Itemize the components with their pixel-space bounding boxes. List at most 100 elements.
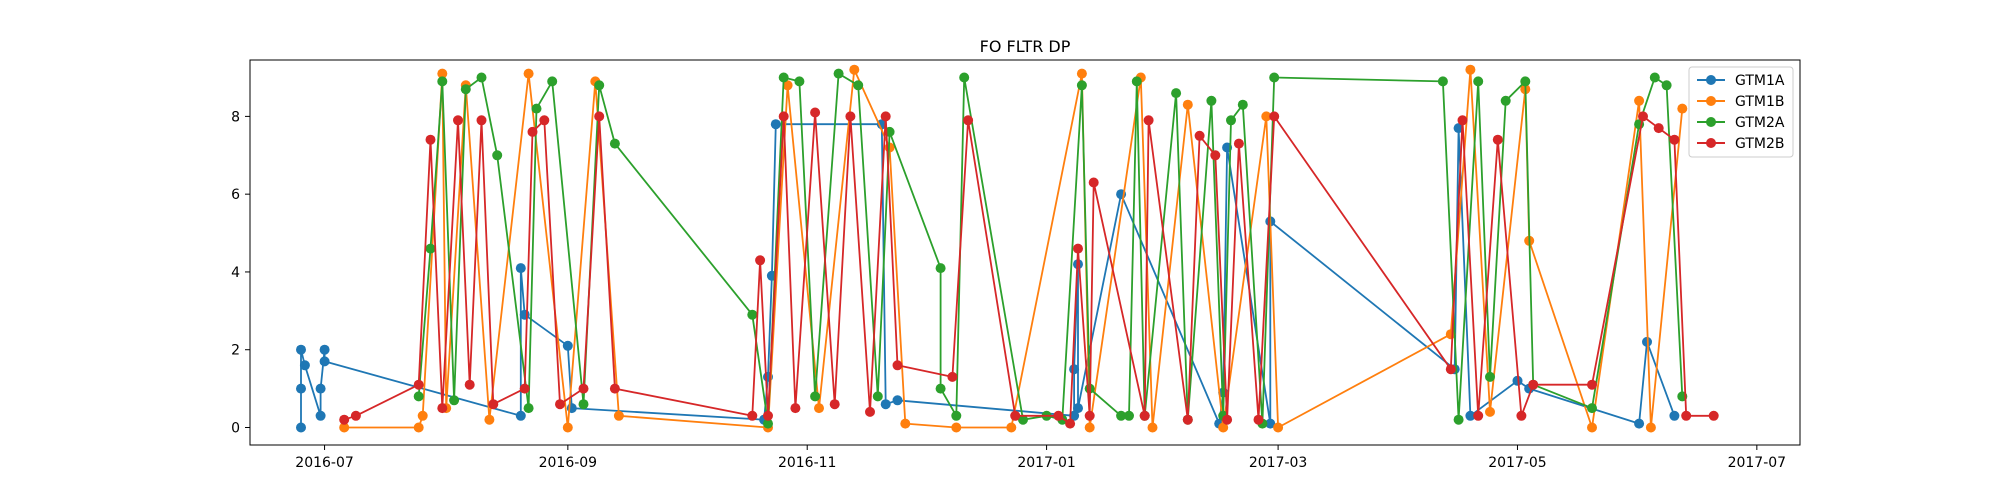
series-gtm2a (413, 68, 1688, 429)
data-point (413, 391, 424, 402)
data-point (1273, 422, 1284, 433)
data-point (880, 111, 891, 122)
data-point (319, 356, 330, 367)
data-point (1233, 138, 1244, 149)
data-point (763, 410, 773, 421)
legend-marker-swatch (1706, 138, 1716, 148)
data-point (1645, 422, 1656, 433)
data-point (1194, 130, 1205, 141)
data-point (531, 103, 542, 114)
data-point (1587, 379, 1597, 390)
data-point (1069, 410, 1080, 421)
data-point (1587, 403, 1597, 414)
data-point (1465, 64, 1476, 75)
data-point (437, 68, 448, 79)
data-point (1457, 115, 1468, 126)
data-point (1669, 134, 1680, 145)
data-point (1500, 95, 1511, 106)
data-point (1520, 76, 1531, 87)
data-point (1226, 115, 1236, 126)
y-tick-label: 4 (231, 265, 240, 281)
data-point (1516, 410, 1527, 421)
data-point (1269, 111, 1280, 122)
data-point (1076, 68, 1087, 79)
data-point (1261, 111, 1272, 122)
y-tick-label: 0 (231, 421, 240, 437)
data-point (1473, 410, 1484, 421)
data-point (810, 391, 821, 402)
data-point (1661, 80, 1672, 91)
data-point (1124, 410, 1134, 421)
data-point (319, 344, 330, 355)
legend-marker-swatch (1706, 75, 1716, 85)
data-point (594, 111, 605, 122)
data-point (449, 395, 460, 406)
data-point (476, 115, 487, 126)
legend-box (1688, 66, 1794, 158)
data-point (1649, 72, 1660, 83)
data-point (413, 422, 424, 433)
data-point (1708, 410, 1719, 421)
data-point (515, 410, 526, 421)
data-point (959, 72, 970, 83)
data-point (519, 383, 530, 394)
data-point (1084, 422, 1095, 433)
data-point (849, 64, 860, 75)
series-gtm1b (339, 64, 1688, 433)
data-point (1182, 99, 1193, 110)
data-point (488, 399, 499, 410)
legend-item: GTM2A (1697, 115, 1785, 131)
data-point (845, 111, 856, 122)
data-point (1116, 410, 1127, 421)
legend-label: GTM1B (1735, 94, 1785, 110)
data-point (782, 80, 793, 91)
x-tick-label: 2017-03 (1249, 455, 1308, 471)
data-point (1147, 422, 1158, 433)
series-layer (296, 64, 1719, 433)
data-point (437, 403, 448, 414)
data-point (350, 410, 361, 421)
data-point (829, 399, 840, 410)
data-point (1006, 422, 1017, 433)
data-point (1453, 123, 1464, 134)
x-tick-label: 2016-11 (778, 455, 837, 471)
y-tick-label: 2 (231, 343, 240, 359)
data-point (562, 340, 573, 351)
data-point (810, 107, 821, 118)
data-point (872, 391, 883, 402)
data-point (339, 414, 350, 425)
data-point (315, 410, 326, 421)
data-point (523, 403, 534, 414)
y-axis: 0 2 4 6 8 (231, 109, 250, 437)
data-point (892, 360, 903, 371)
legend: GTM1A GTM1B GTM2A GTM2B (1688, 66, 1794, 158)
data-point (464, 379, 475, 390)
data-point (555, 399, 565, 410)
data-point (1073, 243, 1083, 254)
data-point (1638, 111, 1648, 122)
legend-item: GTM1A (1697, 73, 1785, 89)
x-tick-label: 2017-01 (1017, 455, 1076, 471)
data-point (853, 80, 864, 91)
data-point (1445, 364, 1456, 375)
data-point (1222, 414, 1233, 425)
data-point (562, 422, 573, 433)
x-tick-label: 2016-07 (295, 455, 354, 471)
data-point (1088, 177, 1099, 188)
data-point (1669, 410, 1680, 421)
x-tick-label: 2017-07 (1728, 455, 1787, 471)
data-point (935, 383, 946, 394)
data-point (1131, 76, 1142, 87)
data-point (1492, 134, 1503, 145)
legend-marker-swatch (1706, 117, 1716, 127)
data-point (425, 134, 436, 145)
data-point (1634, 418, 1645, 429)
data-point (1653, 123, 1664, 134)
data-point (547, 76, 558, 87)
data-point (578, 383, 589, 394)
data-point (951, 422, 962, 433)
data-point (747, 309, 758, 320)
data-point (296, 383, 306, 394)
y-tick-label: 8 (231, 109, 240, 125)
data-point (1018, 414, 1028, 425)
